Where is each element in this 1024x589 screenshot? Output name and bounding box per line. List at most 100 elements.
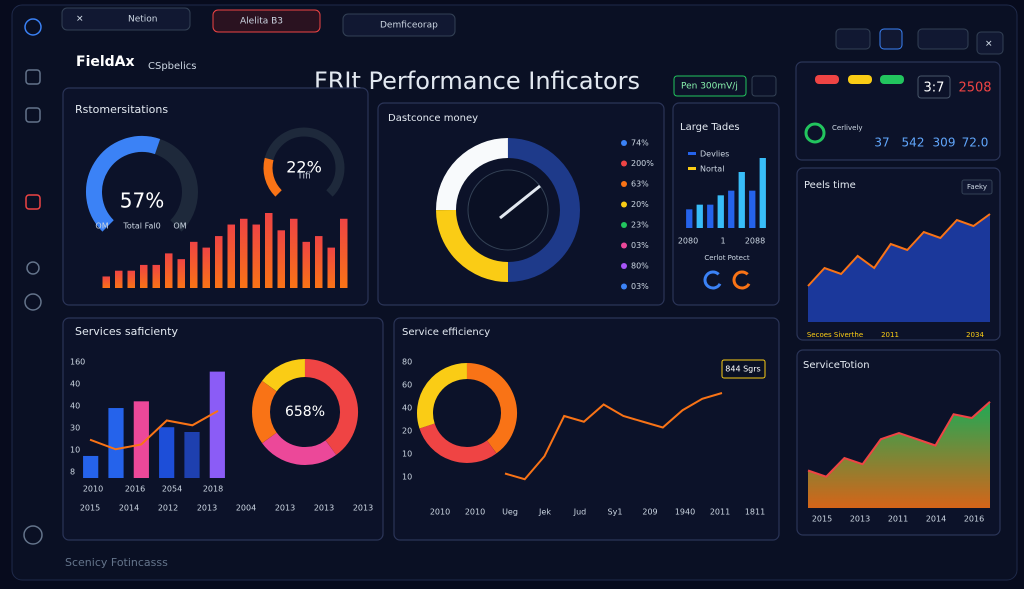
bar (302, 241, 310, 288)
x-label: 2013 (850, 515, 870, 524)
legend-dot (621, 242, 627, 249)
bar (202, 247, 210, 288)
gauge-label: 57% (120, 189, 164, 213)
stat-value: 72.0 (962, 136, 989, 150)
bar (749, 190, 756, 228)
x-label: 2012 (158, 504, 178, 513)
y-label: 10 (402, 450, 412, 459)
y-label: 60 (402, 381, 412, 390)
y-label: 20 (402, 427, 412, 436)
badge-value: 2508 (958, 81, 991, 96)
power-icon[interactable] (24, 18, 42, 36)
ring (732, 270, 751, 290)
x-label: 2016 (964, 515, 984, 524)
nav-icon[interactable] (25, 194, 41, 210)
legend-label: 200% (631, 159, 654, 168)
bar (152, 264, 160, 288)
bar (227, 224, 235, 288)
nav-icon[interactable] (25, 107, 41, 123)
panel (672, 102, 780, 306)
tag (961, 179, 993, 195)
bar (177, 259, 185, 288)
toolbar-button[interactable] (879, 28, 903, 50)
close-button[interactable] (976, 31, 1004, 55)
bar (728, 190, 735, 228)
x-label: 2015 (80, 504, 100, 513)
x-label: Sy1 (608, 508, 623, 517)
line (807, 213, 991, 287)
bar (190, 241, 198, 288)
legend-label: 20% (631, 200, 649, 209)
bar (686, 209, 693, 228)
toolbar-button[interactable] (917, 28, 969, 50)
x-label: Ueg (502, 508, 518, 517)
area (808, 401, 990, 508)
donut-segment (252, 380, 277, 444)
donut-label: 658% (285, 404, 325, 420)
legend-label: 03% (631, 282, 649, 291)
x-label: Secoes Siverthe (807, 331, 863, 339)
legend-label: 03% (631, 241, 649, 250)
x-label: 2054 (162, 485, 182, 494)
bar (240, 218, 248, 288)
search-icon[interactable] (26, 261, 40, 275)
x-label: 2011 (881, 331, 899, 339)
gauge-label: 22% (286, 158, 322, 177)
x-label: 2034 (966, 331, 984, 339)
bar (277, 230, 285, 288)
legend-label: Nortal (700, 165, 724, 174)
toolbar-button[interactable] (835, 28, 871, 50)
button-label[interactable]: Pen 300mV/j (681, 82, 738, 92)
donut-segment (507, 138, 581, 282)
legend-dot (621, 160, 627, 167)
status-pill (880, 75, 904, 84)
panel-title: Service efficiency (402, 327, 490, 338)
y-label: 40 (70, 380, 80, 389)
x-label: 1 (720, 237, 725, 246)
caption: Total Fal0 (122, 222, 160, 231)
legend-swatch (688, 167, 696, 170)
legend-dot (621, 181, 627, 187)
status-pill (815, 75, 839, 84)
x-label: 2010 (430, 508, 450, 517)
x-label: 2011 (888, 515, 908, 524)
bar (717, 195, 724, 228)
tab[interactable] (342, 13, 456, 37)
x-label: 2014 (926, 515, 946, 524)
line (89, 410, 219, 451)
bar (327, 247, 335, 288)
x-label: 2013 (275, 504, 295, 513)
legend-dot (621, 201, 627, 208)
panel-title: Large Tades (680, 122, 740, 133)
close-icon[interactable]: ✕ (76, 15, 84, 25)
tab-label[interactable]: Demficeorap (380, 21, 438, 31)
bar (133, 401, 149, 478)
tab[interactable] (212, 9, 321, 33)
legend-dot (621, 140, 627, 146)
x-label: 2013 (353, 504, 373, 513)
x-label: 1811 (745, 508, 765, 517)
x-label: 2080 (678, 237, 698, 246)
tab-label[interactable]: Alelita B3 (240, 17, 283, 27)
help-icon[interactable] (23, 525, 43, 545)
close-icon[interactable]: ✕ (985, 40, 993, 50)
bar (707, 204, 714, 228)
donut-segment (262, 359, 306, 392)
tab[interactable] (61, 7, 191, 31)
footer: Scenicy Fotincasss (65, 556, 168, 569)
line (504, 392, 723, 481)
tab-label[interactable]: Netion (128, 15, 158, 25)
nav-icon[interactable] (24, 293, 42, 311)
button[interactable] (751, 75, 777, 97)
toolbar: ✕ Netion Alelita B3 Demficeorap ✕ (61, 7, 1004, 55)
legend-label: 63% (631, 180, 649, 189)
brand-subtitle: CSpbelics (148, 61, 196, 72)
donut-segment (436, 138, 509, 211)
bar (215, 236, 223, 288)
button[interactable] (673, 75, 747, 97)
brand: FieldAx (76, 54, 135, 70)
y-label: 40 (70, 402, 80, 411)
status-pill (848, 75, 872, 84)
nav-icon[interactable] (25, 69, 41, 85)
donut-segment (262, 432, 337, 465)
